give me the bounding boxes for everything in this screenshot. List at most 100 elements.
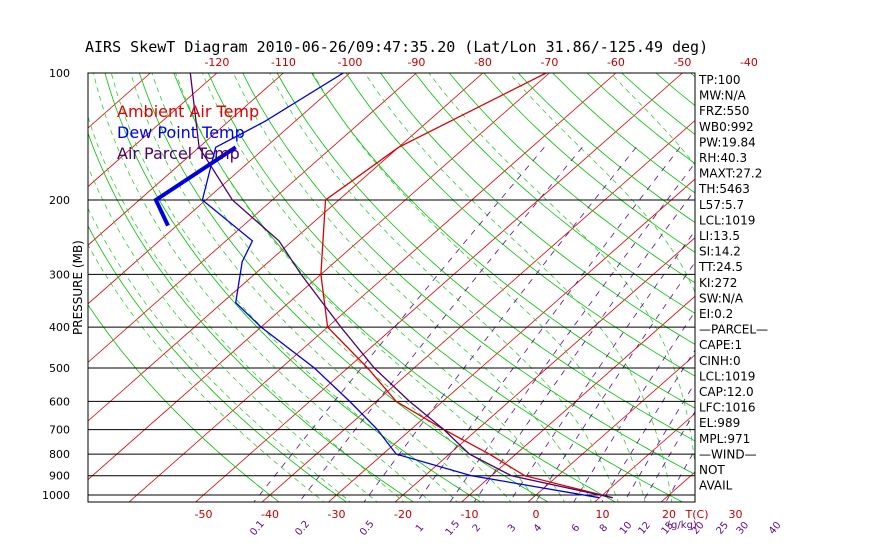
pressure-tick-label: 1000 — [42, 489, 70, 502]
index-value: LI:13.5 — [699, 229, 740, 243]
mixing-ratio-line — [253, 147, 545, 502]
dry-adiabat-line — [483, 73, 695, 253]
top-temp-tick-label: -80 — [474, 56, 492, 69]
dry-adiabat-line — [828, 73, 870, 506]
legend: Ambient Air Temp Dew Point Temp Air Parcel… — [117, 102, 259, 163]
dry-adiabat-line — [276, 73, 695, 442]
dry-adiabat-line — [759, 73, 870, 506]
isotherm-line — [0, 73, 17, 504]
moist-adiabat-line — [151, 73, 512, 502]
mixing-ratio-unit: (g/kg) — [667, 520, 697, 531]
mixing-ratio-line — [623, 382, 695, 502]
legend-entry: Ambient Air Temp — [117, 102, 259, 121]
temp-tick-label: 20 — [662, 508, 676, 521]
mixing-ratio-line — [449, 162, 695, 502]
mixing-ratio-line — [363, 147, 637, 502]
legend-entry: Dew Point Temp — [117, 123, 245, 142]
mixing-ratio-label: 2 — [471, 522, 484, 534]
pressure-tick-label: 800 — [49, 448, 70, 461]
index-value: SI:14.2 — [699, 245, 741, 259]
isotherm-line — [88, 73, 218, 188]
index-value: CAPE:1 — [699, 338, 742, 352]
moist-adiabat-line — [428, 73, 695, 468]
top-temp-tick-label: -90 — [407, 56, 425, 69]
grid-layer — [0, 73, 870, 506]
index-value: —PARCEL— — [699, 323, 768, 337]
isotherm-line — [194, 73, 683, 502]
index-value: LFC:1016 — [699, 401, 756, 415]
top-temp-tick-label: -110 — [271, 56, 296, 69]
dry-adiabat-line — [242, 73, 695, 475]
temp-tick-label: 10 — [596, 508, 610, 521]
moist-adiabat-line — [269, 73, 619, 502]
isotherm-line — [394, 237, 695, 502]
top-temp-tick-label: -60 — [607, 56, 625, 69]
temp-tick-label: 0 — [533, 508, 540, 521]
mixing-ratio-line — [473, 189, 695, 502]
moist-adiabat-line — [88, 244, 325, 502]
index-value: MAXT:27.2 — [699, 167, 762, 181]
mixing-ratio-label: 3 — [506, 522, 519, 534]
index-value: NOT — [699, 463, 725, 477]
moist-adiabat-line — [93, 73, 432, 502]
dry-adiabat-line — [655, 73, 695, 107]
mixing-ratio-line — [665, 449, 695, 502]
y-axis-label: PRESSURE (MB) — [71, 240, 85, 335]
temp-axis-label: T(C) — [685, 508, 709, 521]
temp-tick-label: 30 — [729, 508, 743, 521]
index-value: EL:989 — [699, 416, 740, 430]
mixing-ratio-line — [509, 230, 695, 502]
isotherm-line — [858, 73, 870, 504]
mixing-ratio-line — [642, 410, 695, 502]
index-value: PW:19.84 — [699, 135, 756, 149]
mixing-ratio-label: 0.1 — [248, 519, 267, 538]
index-value: L57:5.7 — [699, 198, 744, 212]
mixing-ratio-label: 1.5 — [444, 519, 463, 538]
pressure-tick-label: 400 — [49, 321, 70, 334]
isotherm-line — [792, 73, 870, 504]
pressure-tick-label: 600 — [49, 395, 70, 408]
pressure-tick-label: 300 — [49, 268, 70, 281]
index-value: LCL:1019 — [699, 213, 755, 227]
moist-adiabat-line — [88, 165, 378, 502]
pressure-tick-label: 200 — [49, 194, 70, 207]
pressure-tick-label: 100 — [49, 67, 70, 80]
moist-adiabat-line — [175, 73, 539, 502]
isotherm-line — [660, 471, 695, 502]
legend-entry: Air Parcel Temp — [117, 144, 240, 163]
pressure-tick-label: 500 — [49, 362, 70, 375]
mixing-ratio-label: 1 — [414, 522, 427, 534]
isotherm-line — [593, 412, 695, 502]
index-value: TT:24.5 — [698, 260, 743, 274]
plot-frame — [87, 72, 696, 503]
temp-tick-label: -20 — [394, 508, 412, 521]
mixing-ratio-label: 25 — [714, 520, 731, 537]
parcel-temp-line — [189, 73, 613, 499]
moist-adiabat-line — [233, 73, 592, 502]
mixing-ratio-label: 12 — [636, 520, 653, 537]
temp-tick-label: -50 — [195, 508, 213, 521]
moist-adiabat-line — [130, 73, 485, 502]
temp-tick-label: -40 — [261, 508, 279, 521]
isotherm-line — [88, 73, 550, 481]
top-temp-tick-label: -70 — [540, 56, 558, 69]
dry-adiabat-line — [448, 73, 695, 284]
top-temp-tick-label: -40 — [740, 56, 758, 69]
mixing-ratio-line — [298, 147, 583, 502]
chart-title: AIRS SkewT Diagram 2010-06-26/09:47:35.2… — [85, 38, 708, 56]
ambient-temp-line — [320, 73, 613, 499]
moist-adiabat-line — [110, 73, 458, 502]
mixing-ratio-line — [573, 310, 695, 502]
mixing-ratio-line — [772, 147, 870, 505]
index-value: CAP:12.0 — [699, 385, 754, 399]
moist-adiabat-line — [364, 73, 673, 502]
temp-tick-label: -30 — [328, 508, 346, 521]
moist-adiabat-line — [312, 73, 646, 502]
top-temp-tick-label: -120 — [204, 56, 229, 69]
index-value: TH:5463 — [698, 182, 750, 196]
top-temp-tick-label: -50 — [673, 56, 691, 69]
dewpoint-thick-segment — [153, 145, 237, 227]
index-value: FRZ:550 — [699, 104, 749, 118]
mixing-ratio-label: 0.2 — [293, 519, 312, 538]
